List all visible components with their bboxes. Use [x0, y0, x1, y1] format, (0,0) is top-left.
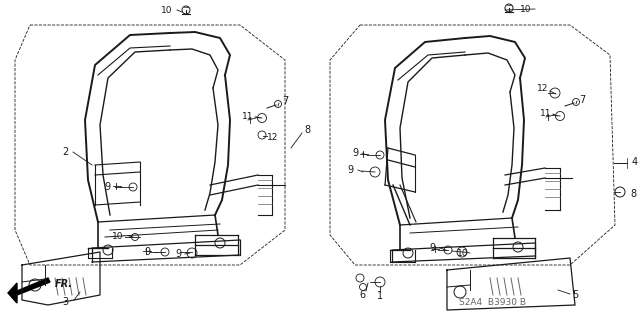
Text: 10: 10: [457, 250, 468, 259]
Text: 2: 2: [62, 147, 68, 157]
Text: 9: 9: [352, 148, 358, 158]
Text: FR.: FR.: [55, 279, 73, 289]
Text: 6: 6: [359, 290, 365, 300]
Text: 9: 9: [175, 249, 181, 259]
Text: 1: 1: [377, 291, 383, 301]
Polygon shape: [17, 278, 50, 295]
Text: 9: 9: [104, 182, 110, 192]
Text: 8: 8: [630, 189, 636, 199]
Text: 10: 10: [161, 5, 173, 14]
Text: 9: 9: [144, 247, 150, 257]
Text: 7: 7: [282, 96, 288, 106]
Text: 7: 7: [579, 95, 585, 105]
Text: 10: 10: [112, 231, 124, 241]
Text: 12: 12: [268, 132, 278, 141]
Text: 9: 9: [429, 243, 435, 253]
Polygon shape: [8, 283, 17, 303]
Text: 10: 10: [520, 4, 532, 13]
Text: 11: 11: [540, 108, 552, 117]
Text: 5: 5: [572, 290, 578, 300]
Text: 8: 8: [304, 125, 310, 135]
Text: S2A4  B3930 B: S2A4 B3930 B: [460, 298, 526, 307]
Text: 3: 3: [62, 297, 68, 307]
Text: 12: 12: [538, 84, 548, 92]
Text: 11: 11: [243, 111, 253, 121]
Text: 9: 9: [347, 165, 353, 175]
Text: 4: 4: [632, 157, 638, 167]
